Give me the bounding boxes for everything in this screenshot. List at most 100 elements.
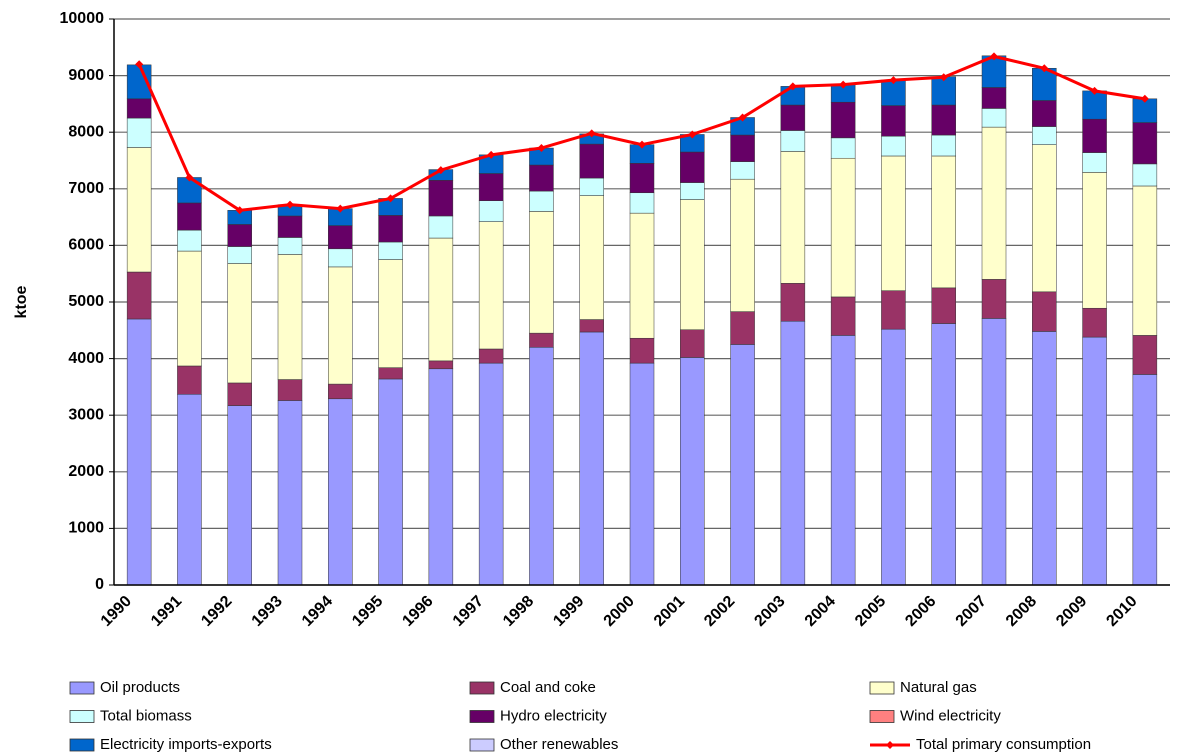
bar-segment [277,379,303,401]
bar-segment [1132,163,1158,187]
bar-segment [830,296,856,336]
x-tick-label: 1993 [249,593,286,630]
bar-segment [881,328,906,586]
x-tick-label: 2009 [1053,593,1090,630]
bar-segment [529,190,554,212]
bar-segment [328,398,353,586]
legend-swatch [869,710,895,723]
bar-segment [780,283,806,322]
line-point [638,140,646,149]
x-tick-label: 2008 [1003,593,1040,630]
bar-segment [328,248,353,268]
y-tick-label: 8000 [68,123,104,140]
bar-segment [1032,144,1057,293]
bar-segment [629,212,655,339]
x-tick-label: 2007 [953,593,990,630]
bar-segment [1132,122,1158,165]
x-tick-label: 2003 [751,593,788,630]
line-point [738,113,747,122]
legend-label: Total primary consumption [916,736,1091,753]
y-tick-label: 1000 [68,520,104,537]
bar-segment [378,259,403,368]
x-tick-label: 1998 [500,593,537,630]
bar-segment [881,155,906,291]
bar-segment [378,241,403,260]
bar-segment [931,104,956,136]
bar-segment [478,221,504,350]
bar-segment [478,173,504,201]
bar-segment [730,344,755,586]
y-tick-label: 2000 [68,463,104,480]
bar-segment [1082,152,1107,173]
y-tick-label: 0 [95,576,104,593]
bar-segment [126,318,152,586]
bar-segment [126,147,152,273]
bar-segment [730,178,755,312]
line-point [286,200,294,209]
legend-label: Coal and coke [500,679,596,696]
bar-segment [680,357,705,586]
bar-segment [780,320,806,586]
x-tick-label: 1995 [349,593,386,630]
line-point [135,60,144,69]
x-tick-label: 1990 [98,593,135,630]
line-point [235,206,244,215]
bar-segment [981,279,1007,319]
y-tick-label: 7000 [68,180,104,197]
bar-segment [378,215,403,243]
y-tick-label: 10000 [60,10,105,27]
bar-segment [931,76,956,106]
x-tick-label: 2006 [902,593,939,630]
bar-segment [881,135,906,157]
y-axis-label: ktoe [13,285,30,318]
line-point [436,166,445,175]
legend-label: Wind electricity [900,707,1001,724]
line-point [1140,94,1149,103]
x-tick-label: 2004 [802,593,839,630]
legend-swatch [469,738,495,752]
bar-segment [629,163,655,194]
bar-segment [529,211,554,334]
legend-label: Other renewables [500,736,618,753]
x-tick-label: 2010 [1103,593,1140,630]
bar-segment [277,237,303,255]
bar-segment [881,79,906,106]
bar-segment [780,130,806,152]
x-tick-label: 1997 [450,593,487,630]
bar-segment [629,362,655,586]
legend-marker [886,741,894,749]
line-point [1090,86,1099,95]
bar-segment [730,161,755,180]
bar-segment [1082,307,1107,338]
x-tick-label: 2000 [601,593,638,630]
legend-label: Oil products [100,679,180,696]
line-point [990,52,998,61]
y-tick-label: 9000 [68,67,104,84]
bar-segment [830,137,856,159]
bar-segment [378,378,403,586]
bar-segment [830,157,856,298]
bar-segment [428,237,454,362]
legend-swatch [469,710,495,723]
bar-segment [780,151,806,284]
legend-swatch [69,681,95,695]
bar-segment [1082,90,1107,120]
bar-segment [629,192,655,214]
bar-segment [529,164,554,192]
line-point [487,150,496,159]
bar-segment [780,104,806,131]
bar-segment [126,98,152,119]
legend-swatch [869,681,895,695]
x-tick-label: 1994 [299,593,336,630]
legend-swatch [469,681,495,695]
bar-segment [277,215,303,238]
bar-segment [227,246,252,264]
bar-segment [931,287,956,324]
line-point [939,73,948,82]
bar-segment [126,271,152,320]
line-point [386,194,395,203]
bar-segment [1082,118,1107,153]
bar-segment [579,143,604,179]
bar-segment [1032,291,1057,332]
x-tick-label: 1999 [550,593,587,630]
